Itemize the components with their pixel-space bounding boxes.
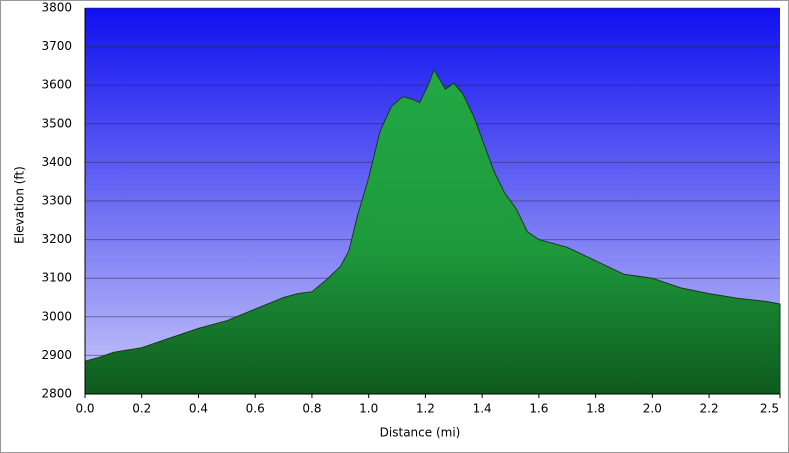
x-tick-label: 1.2 [416,402,435,416]
y-tick-label: 2900 [41,348,72,362]
x-tick-label: 0.4 [189,402,208,416]
x-tick-label: 0.8 [302,402,321,416]
y-tick-label: 3000 [41,309,72,323]
x-tick-label: 1.6 [529,402,548,416]
x-tick-label: 2.2 [700,402,719,416]
x-tick-label: 0.0 [75,402,94,416]
x-tick-label: 1.0 [359,402,378,416]
x-tick-label: 2.0 [643,402,662,416]
elevation-area [84,68,781,395]
y-tick-label: 3600 [41,78,72,92]
y-tick-label: 3700 [41,39,72,53]
x-tick-label: 0.6 [246,402,265,416]
y-tick-label: 3100 [41,271,72,285]
x-tick-label: 1.4 [473,402,492,416]
y-tick-label: 2800 [41,387,72,401]
y-tick-label: 3500 [41,116,72,130]
y-tick-label: 3300 [41,194,72,208]
y-axis-label: Elevation (ft) [13,166,27,244]
y-tick-label: 3200 [41,232,72,246]
x-axis-label: Distance (mi) [380,426,461,440]
y-tick-label: 3800 [41,1,72,15]
y-tick-label: 3400 [41,155,72,169]
x-tick-label: 1.8 [586,402,605,416]
x-tick-label: 0.2 [132,402,151,416]
x-tick-label: 2.5 [760,402,779,416]
